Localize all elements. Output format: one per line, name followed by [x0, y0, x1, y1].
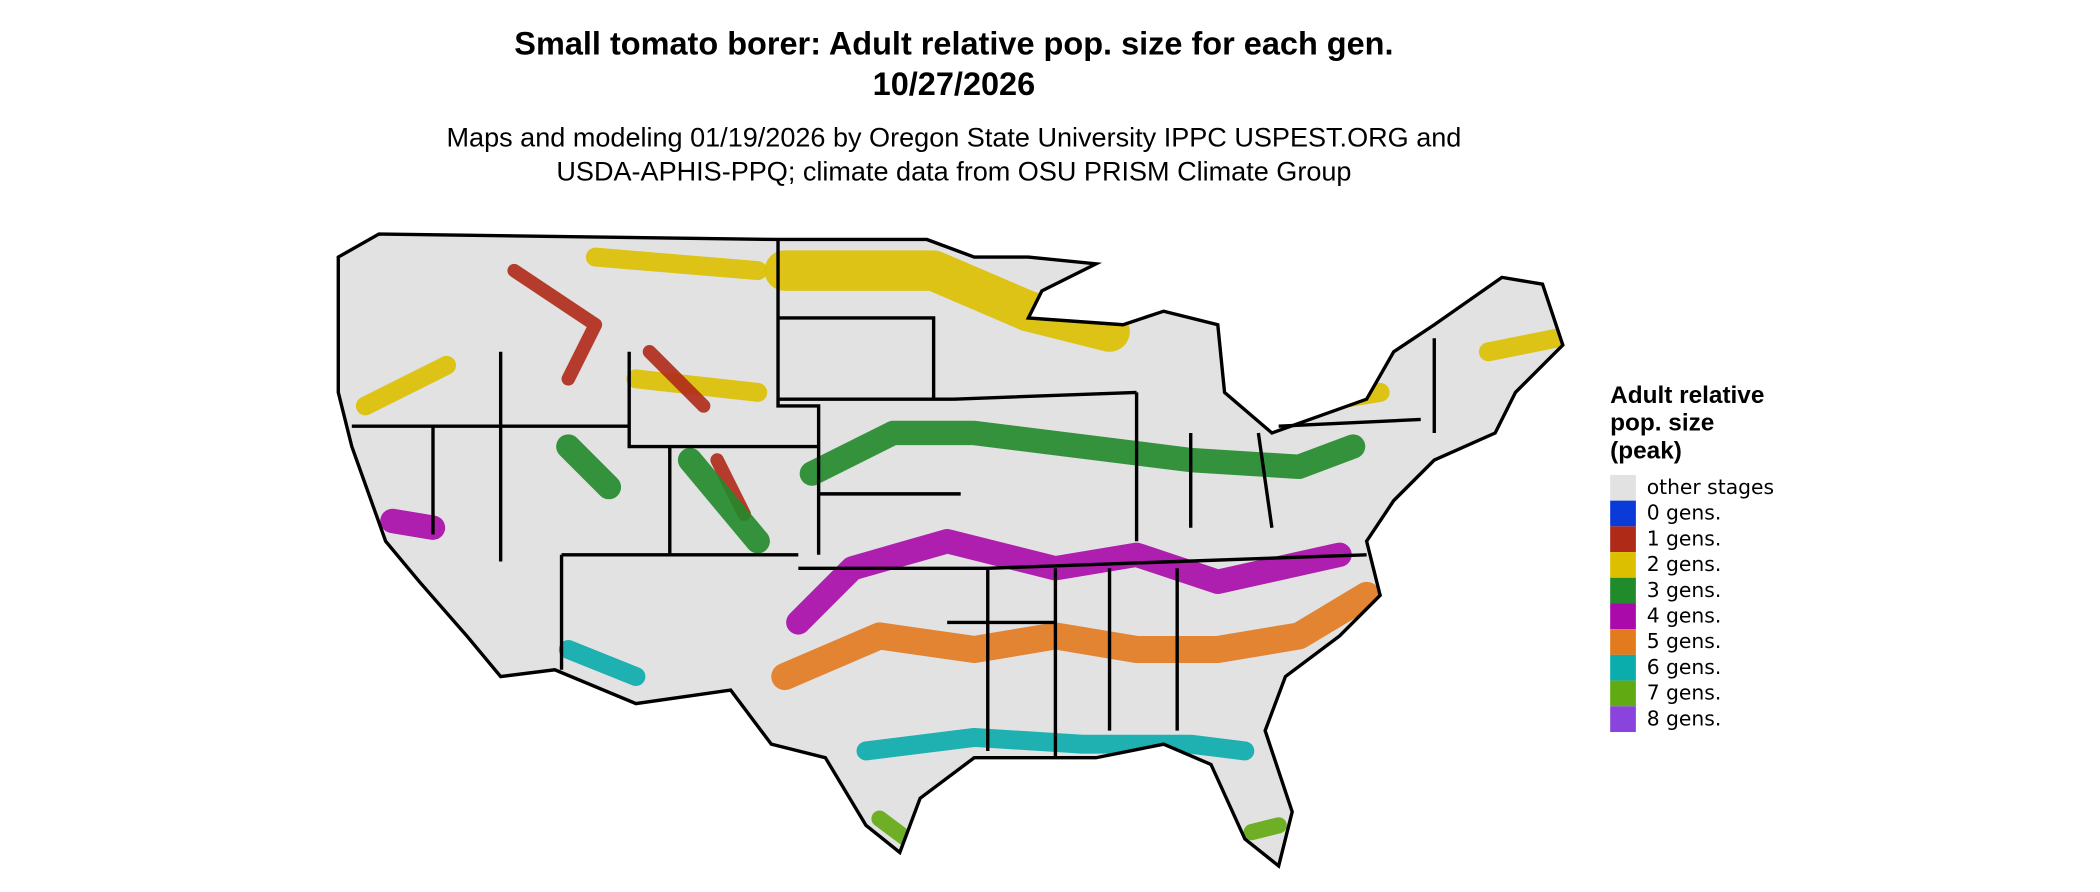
- legend-label: other stages: [1647, 475, 1774, 499]
- legend-swatch: [1610, 500, 1636, 527]
- legend-label: 4 gens.: [1647, 604, 1722, 628]
- us-map: [336, 232, 1565, 869]
- legend-swatch: [1610, 706, 1636, 733]
- legend-label: 0 gens.: [1647, 501, 1722, 525]
- legend-title: pop. size: [1610, 410, 1714, 437]
- legend-label: 7 gens.: [1647, 681, 1722, 705]
- legend-swatch: [1610, 680, 1636, 707]
- legend-label: 8 gens.: [1647, 706, 1722, 730]
- legend-swatch: [1610, 577, 1636, 604]
- legend-label: 3 gens.: [1647, 578, 1722, 602]
- subtitle: Maps and modeling 01/19/2026 by Oregon S…: [447, 123, 1462, 153]
- legend-swatch: [1610, 474, 1636, 501]
- legend-swatch: [1610, 629, 1636, 655]
- legend-label: 5 gens.: [1647, 629, 1722, 653]
- legend-swatch: [1610, 526, 1636, 553]
- legend-title: (peak): [1610, 437, 1682, 464]
- legend-label: 2 gens.: [1647, 552, 1722, 576]
- legend-label: 1 gens.: [1647, 526, 1722, 550]
- subtitle: USDA-APHIS-PPQ; climate data from OSU PR…: [556, 156, 1351, 186]
- title: Small tomato borer: Adult relative pop. …: [514, 26, 1393, 62]
- legend-title: Adult relative: [1610, 382, 1764, 409]
- legend-swatch: [1610, 603, 1636, 630]
- generation-bands: [355, 247, 1563, 848]
- title: 10/27/2026: [873, 66, 1036, 102]
- legend-swatch: [1610, 552, 1636, 578]
- legend-label: 6 gens.: [1647, 655, 1722, 679]
- legend-swatch: [1610, 654, 1636, 681]
